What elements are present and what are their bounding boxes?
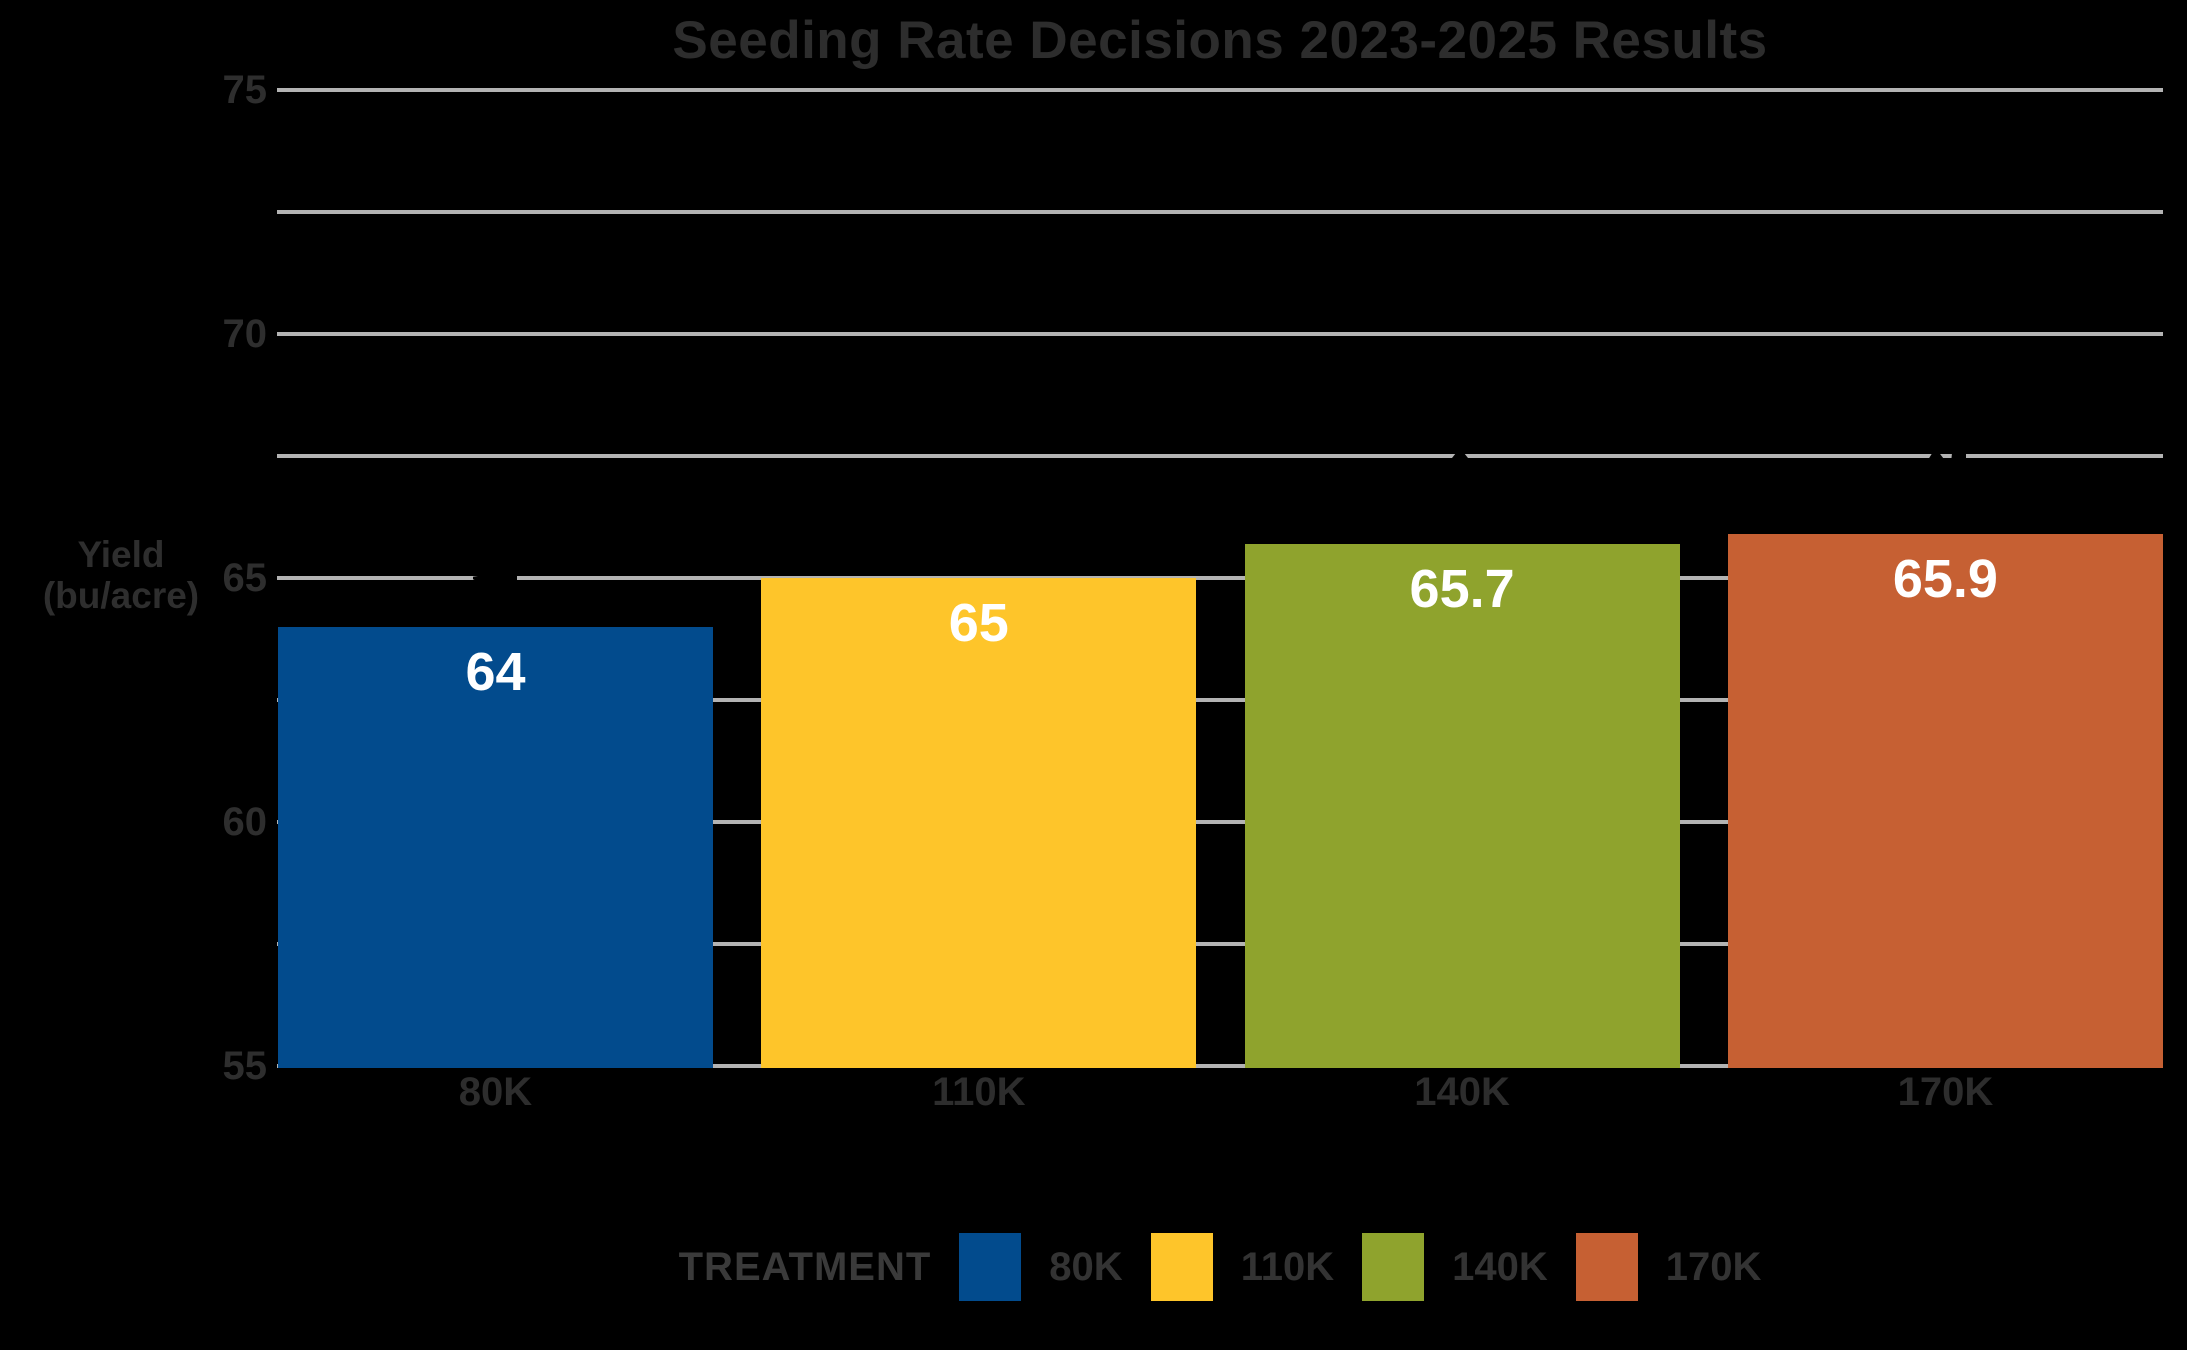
x-label-80k: 80K xyxy=(458,1070,533,1114)
gridline-57-5 xyxy=(277,942,2163,946)
legend-label-80k: 80K xyxy=(1049,1244,1123,1289)
legend-swatch-80k xyxy=(959,1233,1022,1301)
legend-swatch-140k xyxy=(1362,1233,1425,1301)
chart-title: Seeding Rate Decisions 2023-2025 Results xyxy=(672,11,1768,70)
legend: TREATMENT 80K 110K 140K 170K xyxy=(277,1233,2163,1301)
gridline-60 xyxy=(277,820,2163,824)
legend-title: TREATMENT xyxy=(678,1244,932,1289)
bar-value-170k: 65.9 xyxy=(1892,549,1998,610)
x-label-140k: 140K xyxy=(1414,1070,1510,1114)
x-label-170k: 170K xyxy=(1897,1070,1994,1114)
gridline-artifact-1 xyxy=(473,570,517,585)
legend-label-140k: 140K xyxy=(1452,1244,1548,1289)
bar-value-110k: 65 xyxy=(948,593,1009,653)
y-tick-75: 75 xyxy=(222,68,268,112)
y-tick-60: 60 xyxy=(222,800,268,844)
gridline-artifact-3 xyxy=(1951,448,1966,463)
y-tick-55: 55 xyxy=(222,1044,268,1088)
y-tick-65: 65 xyxy=(222,556,268,600)
bar-80k xyxy=(278,626,713,1068)
gridline-65 xyxy=(277,576,2163,580)
legend-swatch-110k xyxy=(1150,1233,1213,1301)
legend-swatch-170k xyxy=(1575,1233,1638,1301)
gridline-67-5 xyxy=(277,454,2163,458)
bar-value-80k: 64 xyxy=(465,641,526,702)
y-axis-title-line2: (bu/acre) xyxy=(42,575,200,616)
gridline-75 xyxy=(277,88,2163,92)
bar-110k xyxy=(761,578,1197,1068)
y-tick-70: 70 xyxy=(222,312,268,356)
gridline-55 xyxy=(277,1064,2163,1068)
bar-170k xyxy=(1727,534,2163,1068)
bar-value-140k: 65.7 xyxy=(1409,558,1515,619)
x-label-110k: 110K xyxy=(932,1070,1026,1114)
legend-label-170k: 170K xyxy=(1665,1244,1762,1289)
y-axis-title-line1: Yield xyxy=(77,534,165,575)
gridline-72-5 xyxy=(277,210,2163,214)
gridline-62-5 xyxy=(277,698,2163,702)
bar-140k xyxy=(1244,543,1680,1068)
y-axis-title: Yield (bu/acre) xyxy=(8,534,234,616)
gridline-70 xyxy=(277,332,2163,336)
legend-label-110k: 110K xyxy=(1240,1244,1335,1289)
